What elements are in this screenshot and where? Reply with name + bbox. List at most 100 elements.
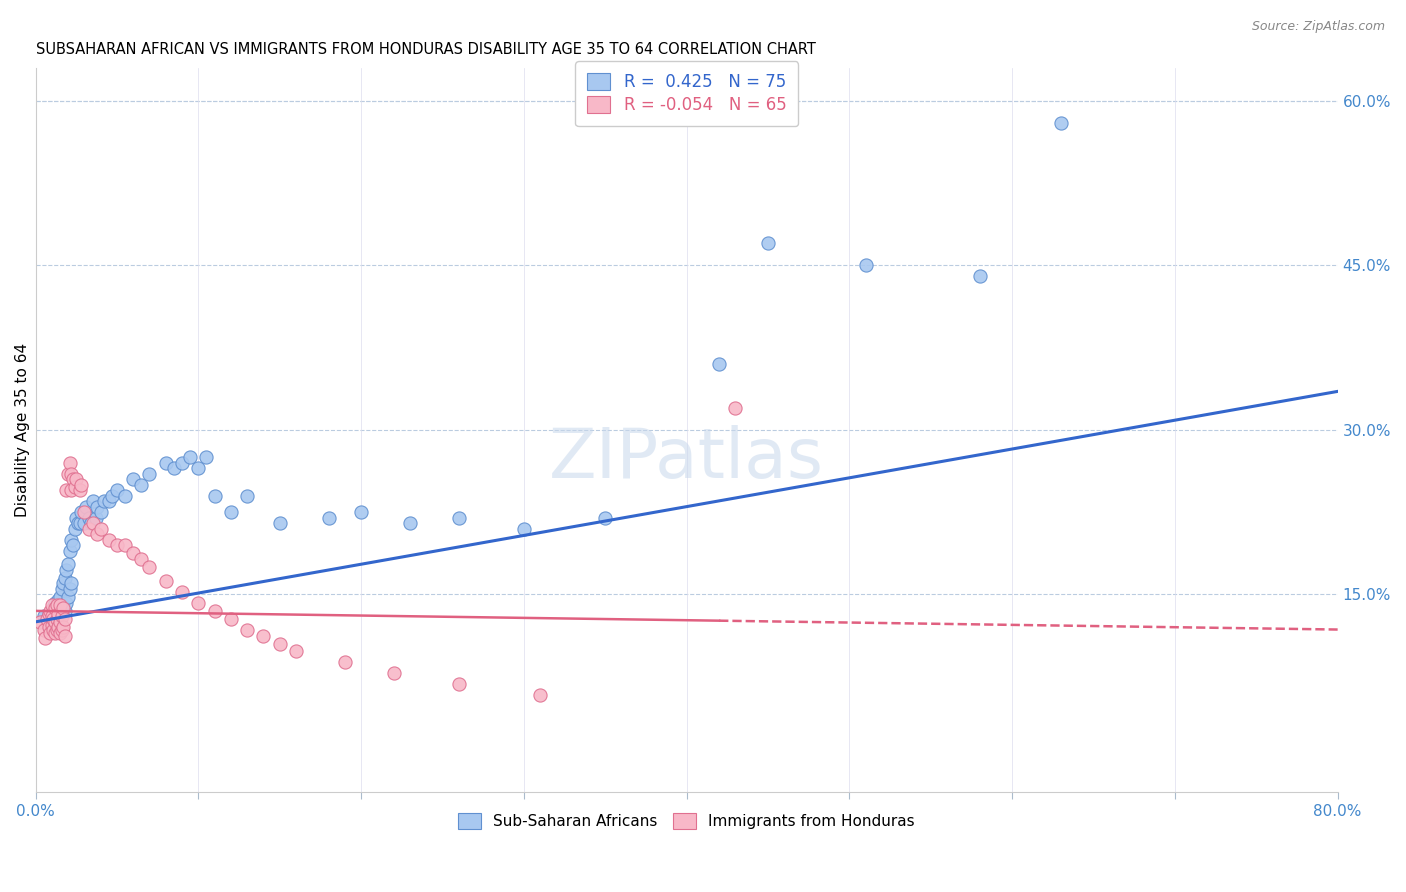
Point	[30, 615, 52, 629]
Point	[52, 620, 75, 634]
Point	[51, 582, 73, 596]
Point	[593, 510, 616, 524]
Point	[44, 625, 66, 640]
Point	[382, 666, 405, 681]
Point	[236, 623, 259, 637]
Point	[38, 607, 60, 622]
Point	[39, 625, 62, 640]
Point	[49, 625, 72, 640]
Point	[42, 620, 65, 634]
Point	[86, 527, 108, 541]
Point	[39, 615, 62, 629]
Point	[42, 623, 65, 637]
Point	[65, 510, 87, 524]
Point	[75, 500, 97, 514]
Point	[45, 599, 67, 613]
Point	[105, 538, 128, 552]
Point	[45, 611, 67, 625]
Point	[97, 494, 120, 508]
Legend: Sub-Saharan Africans, Immigrants from Honduras: Sub-Saharan Africans, Immigrants from Ho…	[453, 807, 921, 835]
Point	[45, 623, 67, 637]
Point	[77, 510, 100, 524]
Point	[855, 258, 877, 272]
Point	[114, 538, 136, 552]
Point	[41, 609, 63, 624]
Point	[65, 472, 87, 486]
Point	[45, 606, 67, 620]
Text: Source: ZipAtlas.com: Source: ZipAtlas.com	[1251, 20, 1385, 33]
Point	[45, 599, 67, 613]
Point	[49, 609, 72, 624]
Point	[63, 522, 86, 536]
Point	[170, 585, 193, 599]
Point	[35, 611, 58, 625]
Point	[285, 644, 308, 658]
Point	[55, 483, 77, 498]
Point	[69, 483, 91, 498]
Point	[131, 477, 153, 491]
Point	[52, 599, 75, 613]
Point	[163, 461, 186, 475]
Point	[55, 563, 77, 577]
Point	[122, 472, 145, 486]
Point	[707, 357, 730, 371]
Point	[399, 516, 422, 530]
Point	[46, 593, 69, 607]
Point	[56, 590, 79, 604]
Point	[93, 494, 115, 508]
Point	[138, 467, 160, 481]
Point	[447, 510, 470, 524]
Point	[138, 560, 160, 574]
Point	[53, 611, 76, 625]
Point	[114, 489, 136, 503]
Point	[350, 505, 373, 519]
Point	[49, 590, 72, 604]
Point	[84, 510, 107, 524]
Point	[51, 607, 73, 622]
Point	[59, 582, 82, 596]
Point	[41, 613, 63, 627]
Point	[56, 467, 79, 481]
Point	[49, 600, 72, 615]
Point	[56, 557, 79, 571]
Point	[51, 623, 73, 637]
Point	[77, 522, 100, 536]
Point	[41, 604, 63, 618]
Point	[60, 576, 83, 591]
Point	[44, 609, 66, 624]
Point	[62, 472, 84, 486]
Point	[70, 505, 93, 519]
Point	[1050, 115, 1073, 129]
Point	[59, 456, 82, 470]
Point	[60, 467, 83, 481]
Point	[80, 516, 103, 530]
Point	[236, 489, 259, 503]
Point	[179, 450, 201, 465]
Point	[41, 599, 63, 613]
Point	[44, 615, 66, 629]
Y-axis label: Disability Age 35 to 64: Disability Age 35 to 64	[15, 343, 30, 516]
Point	[252, 629, 274, 643]
Point	[82, 516, 104, 530]
Point	[155, 456, 177, 470]
Point	[52, 600, 75, 615]
Point	[66, 516, 89, 530]
Point	[63, 480, 86, 494]
Point	[90, 505, 112, 519]
Point	[53, 629, 76, 643]
Point	[318, 510, 340, 524]
Point	[756, 236, 779, 251]
Point	[82, 494, 104, 508]
Point	[51, 609, 73, 624]
Point	[86, 500, 108, 514]
Point	[73, 516, 96, 530]
Point	[39, 604, 62, 618]
Point	[724, 401, 747, 415]
Point	[53, 604, 76, 618]
Point	[170, 456, 193, 470]
Point	[73, 505, 96, 519]
Point	[131, 552, 153, 566]
Point	[45, 611, 67, 625]
Point	[52, 576, 75, 591]
Point	[41, 618, 63, 632]
